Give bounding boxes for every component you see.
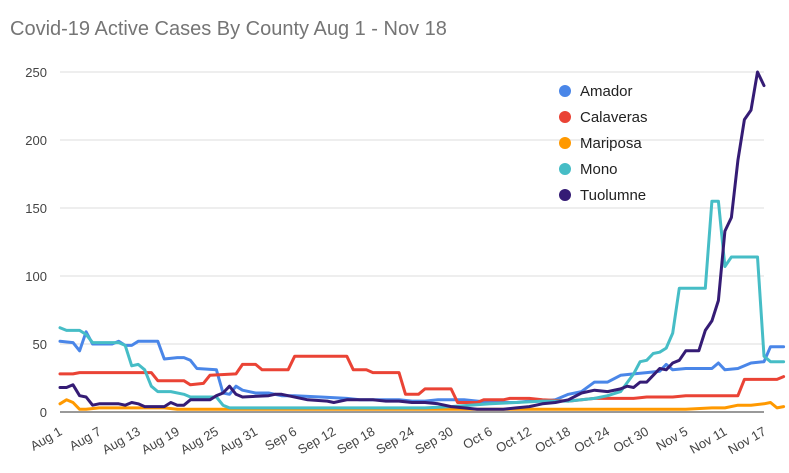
legend-label-tuolumne: Tuolumne	[580, 187, 646, 204]
gridlines	[60, 71, 764, 413]
x-tick-label: Aug 25	[178, 424, 221, 458]
legend-marker-tuolumne	[559, 189, 571, 201]
legend-marker-calaveras	[559, 111, 571, 123]
x-tick-label: Oct 12	[493, 424, 534, 456]
series-line-tuolumne	[58, 70, 766, 411]
x-tick-label: Aug 1	[28, 424, 65, 454]
x-tick-label: Nov 11	[687, 424, 729, 457]
x-tick-label: Sep 12	[295, 424, 338, 458]
series-line-mariposa	[58, 398, 786, 411]
x-tick-label: Aug 31	[217, 424, 260, 458]
x-tick-label: Aug 7	[67, 424, 104, 454]
legend-label-mariposa: Mariposa	[580, 135, 642, 152]
series-lines	[58, 70, 786, 411]
series-line-calaveras	[58, 354, 786, 404]
series-line-mono	[58, 199, 786, 410]
chart-title: Covid-19 Active Cases By County Aug 1 - …	[10, 18, 447, 40]
x-tick-label: Aug 13	[100, 424, 143, 458]
x-tick-label: Oct 6	[460, 424, 494, 453]
x-tick-label: Oct 18	[532, 424, 573, 456]
x-tick-label: Oct 30	[611, 424, 652, 456]
x-tick-label: Oct 24	[571, 424, 612, 456]
y-axis-ticks: 0 50 100 150 200 250	[25, 65, 47, 420]
y-tick-label: 200	[25, 133, 47, 148]
x-tick-label: Sep 30	[412, 424, 455, 458]
x-tick-label: Nov 5	[653, 424, 690, 454]
x-tick-label: Sep 18	[334, 424, 377, 458]
x-tick-label: Sep 24	[373, 424, 416, 458]
x-tick-label: Nov 17	[725, 424, 768, 458]
y-tick-label: 50	[33, 337, 47, 352]
legend-marker-amador	[559, 85, 571, 97]
y-tick-label: 150	[25, 201, 47, 216]
y-tick-label: 250	[25, 65, 47, 80]
x-tick-label: Aug 19	[139, 424, 182, 458]
x-tick-label: Sep 6	[262, 424, 299, 454]
legend-marker-mono	[559, 163, 571, 175]
legend-label-calaveras: Calaveras	[580, 109, 648, 126]
y-tick-label: 100	[25, 269, 47, 284]
legend-label-amador: Amador	[580, 83, 633, 100]
legend: Amador Calaveras Mariposa Mono Tuolumne	[559, 83, 648, 204]
legend-label-mono: Mono	[580, 161, 618, 178]
legend-marker-mariposa	[559, 137, 571, 149]
y-tick-label: 0	[40, 405, 47, 420]
